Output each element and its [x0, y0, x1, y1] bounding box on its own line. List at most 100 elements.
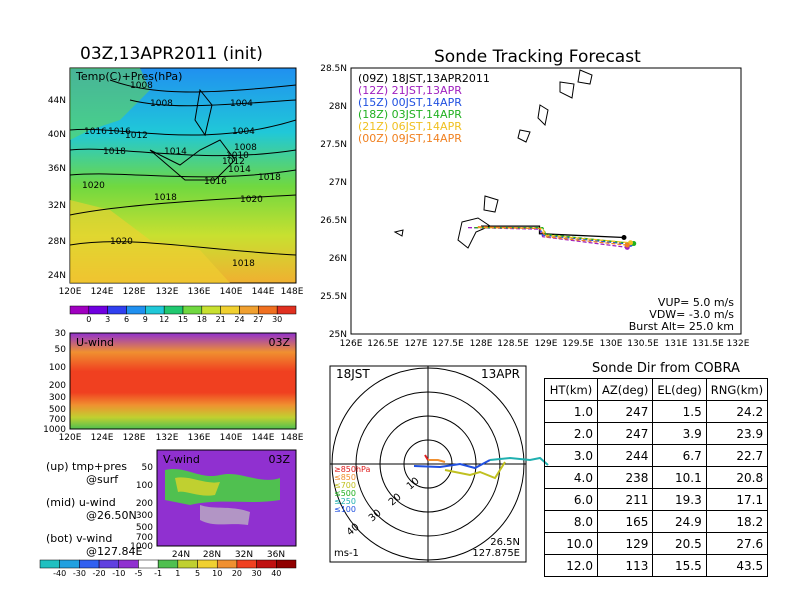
svg-text:140E: 140E [220, 287, 243, 297]
track-legend: (09Z) 18JST,13APR2011(12Z) 21JST,13APR(1… [358, 72, 490, 145]
isobar-label: 1012 [222, 157, 245, 167]
table-cell: 43.5 [705, 554, 769, 577]
svg-text:136E: 136E [188, 287, 211, 297]
colorbar-swatch [236, 559, 257, 569]
svg-text:131.5E: 131.5E [692, 339, 724, 349]
svg-text:127E: 127E [405, 339, 428, 349]
table-cell: 2.0 [544, 422, 598, 445]
svg-text:≤850: ≤850 [334, 473, 356, 482]
colorbar-label: 15 [178, 315, 188, 324]
table-cell: 20.5 [652, 532, 707, 555]
colorbar-label: 20 [232, 569, 242, 578]
svg-text:300: 300 [136, 511, 153, 521]
colorbar-swatch [39, 559, 60, 569]
track-endpoint [621, 234, 627, 240]
map-lon-labels: 120E 124E 128E 132E 136E 140E 144E 148E [59, 287, 304, 297]
svg-text:148E: 148E [281, 433, 304, 443]
isobar-label: 1016 [108, 127, 131, 137]
isobar-label: 1008 [234, 143, 257, 153]
table-cell: 3.0 [544, 444, 598, 467]
colorbar-label: 30 [252, 569, 262, 578]
svg-text:40N: 40N [48, 130, 66, 140]
isobar-label: 1004 [232, 127, 255, 137]
colorbar-swatch [216, 559, 238, 569]
svg-text:28N: 28N [203, 550, 221, 560]
colorbar-label: 0 [86, 315, 91, 324]
table-row: 6.0 211 19.3 17.1 [544, 488, 769, 511]
svg-text:700: 700 [49, 415, 66, 425]
svg-text:VUP= 5.0 m/s: VUP= 5.0 m/s [658, 296, 734, 309]
legend-entry: (12Z) 21JST,13APR [358, 84, 462, 97]
svg-text:26N: 26N [329, 254, 347, 264]
svg-text:144E: 144E [252, 287, 275, 297]
u-wind-panel [69, 332, 297, 430]
v-lat-labels: 24N 28N 32N 36N [172, 550, 285, 560]
note-line: @surf [86, 473, 119, 486]
colorbar-label: -30 [73, 569, 86, 578]
isobar-label: 1018 [103, 147, 126, 157]
table-cell: 24.2 [705, 400, 769, 423]
table-row: 1.0 247 1.5 24.2 [544, 400, 769, 423]
col-header: AZ(deg) [596, 378, 654, 401]
svg-text:32N: 32N [235, 550, 253, 560]
table-row: 12.0 113 15.5 43.5 [544, 554, 769, 577]
svg-text:200: 200 [49, 381, 66, 391]
colorbar-swatch [239, 305, 259, 315]
legend-entry: (09Z) 18JST,13APR2011 [358, 72, 490, 85]
col-header: EL(deg) [652, 378, 707, 401]
svg-text:120E: 120E [59, 287, 82, 297]
colorbar-label: -40 [53, 569, 66, 578]
colorbar-label: 27 [253, 315, 263, 324]
svg-text:130.5E: 130.5E [627, 339, 659, 349]
svg-text:1000: 1000 [43, 425, 66, 435]
svg-text:28N: 28N [48, 237, 66, 247]
track-x-labels: 126E 126.5E 127E 127.5E 128E 128.5E 129E… [340, 339, 750, 349]
table-title: Sonde Dir from COBRA [592, 361, 740, 376]
tracking-lines [467, 225, 637, 250]
isobar-label: 1004 [230, 99, 253, 109]
colorbar-label: 5 [195, 569, 200, 578]
polar-hodograph [329, 365, 549, 563]
note-line: @127.84E [86, 545, 143, 558]
svg-text:128E: 128E [123, 433, 146, 443]
table-cell: 6.0 [544, 488, 598, 511]
svg-text:VDW= -3.0 m/s: VDW= -3.0 m/s [649, 308, 734, 321]
isobar-label: 1010 [226, 151, 249, 161]
colorbar-swatch [59, 559, 80, 569]
isobar-label: 1020 [110, 237, 133, 247]
map-label: Temp(C)+Pres(hPa) [75, 70, 182, 83]
colorbar-label: 1 [175, 569, 180, 578]
colorbar-swatch [145, 305, 165, 315]
svg-text:120E: 120E [59, 433, 82, 443]
svg-text:36N: 36N [48, 164, 66, 174]
table-header-row: HT(km) AZ(deg) EL(deg) RNG(km) [544, 378, 769, 401]
svg-text:50: 50 [142, 463, 154, 473]
colorbar-swatch [197, 559, 218, 569]
table-cell: 27.6 [705, 532, 769, 555]
table-cell: 6.7 [652, 444, 707, 467]
note-line: @26.50N [86, 509, 137, 522]
svg-text:128.5E: 128.5E [497, 339, 529, 349]
svg-text:132E: 132E [156, 287, 179, 297]
colorbar-swatch [177, 559, 198, 569]
colorbar-swatch [138, 559, 159, 569]
svg-text:126.5E: 126.5E [367, 339, 399, 349]
track-line [467, 226, 628, 249]
colorbar-swatch [79, 559, 100, 569]
track-y-labels: 28.5N 28N 27.5N 27N 26.5N 26N 25.5N 25N [320, 64, 347, 340]
colorbar-swatch [157, 559, 179, 569]
legend-entry: (21Z) 06JST,14APR [358, 120, 462, 133]
svg-text:27N: 27N [329, 178, 347, 188]
colorbar-swatch [98, 559, 120, 569]
table-cell: 1.5 [652, 400, 707, 423]
pressure-legend: ≥850hPa ≤850 ≤700 ≤500 ≤250 ≤100 [334, 465, 371, 514]
table-row: 4.0 238 10.1 20.8 [544, 466, 769, 489]
polar-unit: ms-1 [334, 548, 359, 559]
note-line: (bot) v-wind [46, 532, 113, 545]
u-level-labels: 30 50 100 200 300 500 700 1000 [43, 329, 66, 435]
svg-text:24N: 24N [48, 271, 66, 281]
svg-text:148E: 148E [281, 287, 304, 297]
tracking-map [350, 67, 742, 335]
table-cell: 24.9 [652, 510, 707, 533]
